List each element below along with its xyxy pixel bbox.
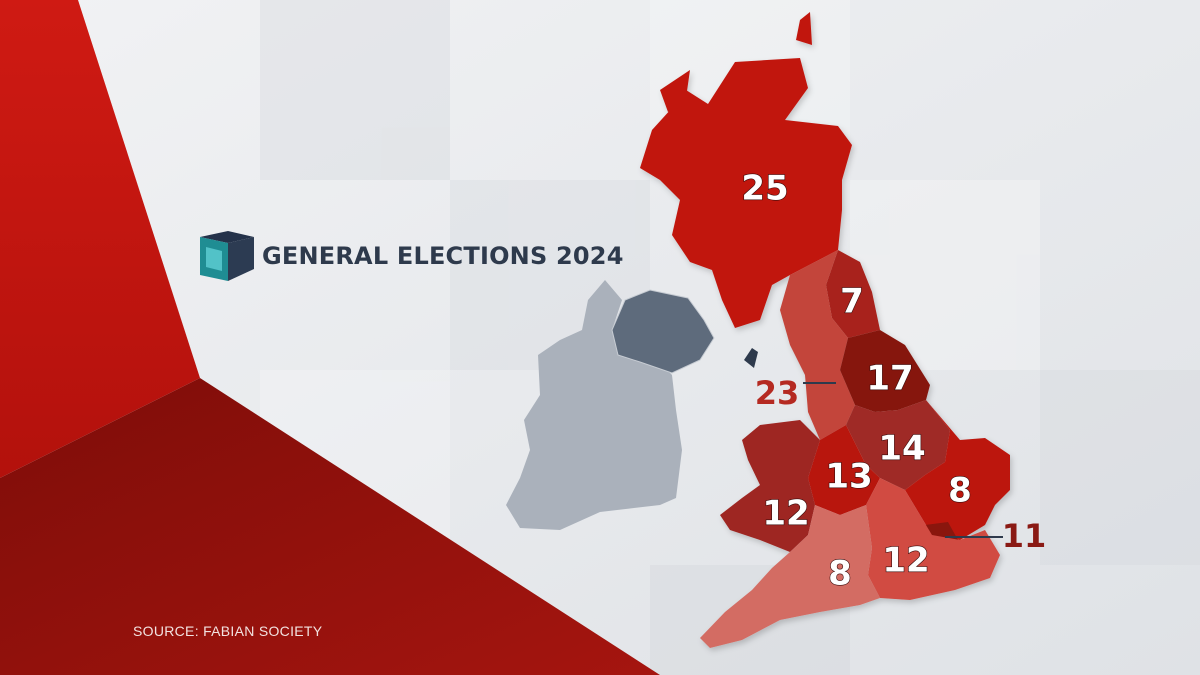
republic-of-ireland <box>506 280 682 530</box>
region-south-west <box>700 505 880 648</box>
uk-regions <box>640 12 1010 648</box>
region-north-west <box>780 250 855 440</box>
scottish-islands <box>660 12 812 112</box>
region-value-north-east: 7 <box>840 282 864 322</box>
background-tiles <box>260 0 1200 675</box>
isle-of-man <box>744 348 758 368</box>
region-scotland <box>640 58 852 328</box>
region-value-east-of-england: 8 <box>948 471 972 511</box>
region-east-midlands <box>846 400 950 490</box>
region-east-of-england <box>905 400 1010 540</box>
news-cube-logo-icon <box>200 231 254 281</box>
region-value-wales: 12 <box>762 494 809 534</box>
region-value-scotland: 25 <box>741 169 788 209</box>
header: GENERAL ELECTIONS 2024 <box>198 228 624 284</box>
region-yorkshire <box>840 330 930 412</box>
northern-ireland <box>611 289 715 374</box>
source-credit: SOURCE: FABIAN SOCIETY <box>133 623 323 639</box>
region-north-east <box>826 250 880 338</box>
red-stripe-bottom <box>0 378 660 675</box>
region-south-east <box>866 478 1000 600</box>
region-value-yorkshire-and-the-humber: 17 <box>866 359 913 399</box>
region-value-london: 11 <box>1002 517 1047 555</box>
region-wales <box>720 420 820 552</box>
region-value-west-midlands: 13 <box>825 457 872 497</box>
region-value-south-west: 8 <box>828 554 852 594</box>
region-value-south-east: 12 <box>882 541 929 581</box>
region-value-north-west: 23 <box>755 374 800 412</box>
red-stripe-left <box>0 0 200 478</box>
page-title: GENERAL ELECTIONS 2024 <box>262 242 624 270</box>
region-value-east-midlands: 14 <box>878 429 925 469</box>
region-west-midlands <box>808 425 880 515</box>
